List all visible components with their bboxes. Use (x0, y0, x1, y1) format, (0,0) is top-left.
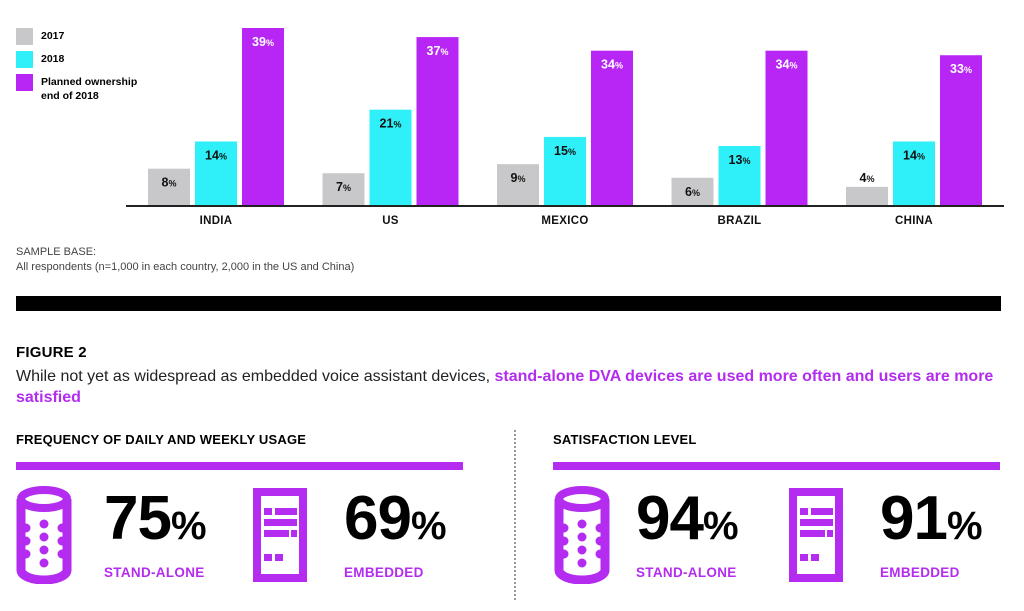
stat-value: 94% (636, 484, 739, 553)
legend-item-2018: 2018 (16, 51, 151, 68)
stat-value: 91% (880, 484, 983, 553)
bar-value-label: 9% (511, 171, 526, 185)
figure-description-highlight: stand-alone DVA devices are used more of… (16, 368, 994, 406)
bar-value-label: 14% (205, 148, 227, 162)
bar-y2017-china (846, 186, 888, 205)
stat-usage-embedded: 69% EMBEDDED (252, 486, 447, 584)
stat-usage-standalone: 75% STAND-ALONE (16, 486, 207, 584)
section-underline (16, 462, 463, 470)
section-title: SATISFACTION LEVEL (553, 432, 697, 447)
legend-item-planned: Planned ownership end of 2018 (16, 74, 151, 103)
bar-y2018-china (893, 141, 935, 205)
legend-label: 2018 (41, 53, 65, 65)
stat-label: EMBEDDED (344, 565, 424, 580)
bar-value-label: 37% (427, 44, 449, 58)
chart-legend: 2017 2018 Planned ownership end of 2018 (16, 28, 151, 109)
bar-y2017-mexico (497, 164, 539, 205)
stat-value: 69% (344, 484, 447, 553)
bar-y2017-india (148, 168, 190, 205)
bar-value-label: 7% (336, 180, 351, 194)
bar-value-label: 4% (860, 171, 875, 185)
section-divider-bar (16, 296, 1001, 311)
bar-value-label: 6% (685, 185, 700, 199)
legend-swatch-2017 (16, 28, 33, 45)
legend-item-2017: 2017 (16, 28, 151, 45)
stat-label: STAND-ALONE (104, 565, 205, 580)
bar-planned-brazil (765, 50, 808, 205)
bar-value-label: 21% (380, 117, 402, 131)
bar-y2017-brazil (671, 177, 714, 205)
bar-value-label: 14% (903, 148, 925, 162)
usage-frequency-section: FREQUENCY OF DAILY AND WEEKLY USAGE (16, 432, 463, 470)
bar-y2018-india (195, 141, 237, 205)
sample-base-text: All respondents (n=1,000 in each country… (16, 261, 355, 273)
bar-y2018-mexico (544, 136, 586, 205)
category-label: MEXICO (541, 215, 588, 227)
figure-description-plain: While not yet as widespread as embedded … (16, 368, 495, 385)
figure-title: FIGURE 2 (16, 344, 87, 361)
legend-label: 2017 (41, 30, 65, 42)
section-title: FREQUENCY OF DAILY AND WEEKLY USAGE (16, 432, 307, 447)
embedded-device-icon (789, 488, 843, 582)
category-label: CHINA (895, 215, 933, 227)
section-underline (553, 462, 1000, 470)
stat-label: STAND-ALONE (636, 565, 737, 580)
bar-value-label: 33% (950, 62, 972, 76)
category-label: BRAZIL (718, 215, 762, 227)
bar-planned-india (242, 28, 284, 205)
figure-description: While not yet as widespread as embedded … (16, 366, 1006, 408)
sample-base-note: SAMPLE BASE: All respondents (n=1,000 in… (16, 245, 354, 275)
satisfaction-section: SATISFACTION LEVEL (553, 432, 1000, 470)
legend-swatch-planned (16, 74, 33, 91)
sample-base-heading: SAMPLE BASE: (16, 246, 97, 258)
stat-label: EMBEDDED (880, 565, 960, 580)
bar-y2018-us (369, 109, 412, 205)
stat-value: 75% (104, 484, 207, 553)
legend-label: Planned ownership end of 2018 (41, 76, 138, 102)
bar-value-label: 8% (162, 176, 177, 190)
bar-y2017-us (322, 173, 365, 205)
bar-y2018-brazil (718, 146, 761, 205)
stat-satisfaction-embedded: 91% EMBEDDED (788, 486, 983, 584)
stat-satisfaction-standalone: 94% STAND-ALONE (554, 486, 739, 584)
bar-value-label: 13% (729, 153, 751, 167)
bar-planned-china (940, 55, 982, 205)
bar-value-label: 34% (601, 58, 623, 72)
smart-speaker-icon (16, 486, 72, 584)
bar-value-label: 15% (554, 144, 576, 158)
category-label: INDIA (200, 215, 233, 227)
ownership-bar-chart: 8% 14% 39% INDIA 7% 21% 37% US 9% 15% 34% MEXICO 6% 1… (126, 28, 1004, 227)
bar-planned-us (416, 37, 459, 206)
smart-speaker-icon (554, 486, 610, 584)
category-label: US (382, 215, 399, 227)
bar-value-label: 34% (776, 58, 798, 72)
bar-value-label: 39% (252, 35, 274, 49)
dotted-divider (514, 430, 516, 600)
embedded-device-icon (253, 488, 307, 582)
bar-planned-mexico (591, 50, 633, 205)
legend-swatch-2018 (16, 51, 33, 68)
